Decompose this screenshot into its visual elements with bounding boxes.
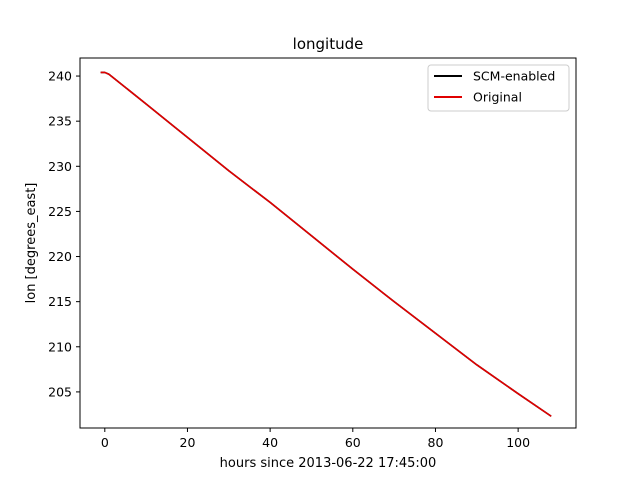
y-tick-label: 225: [48, 204, 72, 219]
chart-title: longitude: [293, 35, 364, 53]
x-axis-label: hours since 2013-06-22 17:45:00: [220, 456, 437, 471]
x-tick-label: 100: [506, 435, 530, 450]
x-tick-label: 60: [345, 435, 361, 450]
y-tick-label: 235: [48, 114, 72, 129]
y-tick-label: 210: [48, 339, 72, 354]
plot-frame: [79, 57, 577, 429]
x-tick-label: 20: [180, 435, 196, 450]
legend-box: [427, 64, 570, 112]
y-tick-label: 220: [48, 249, 72, 264]
x-tick-label: 80: [428, 435, 444, 450]
series-layer: [100, 71, 552, 417]
x-tick-label: 40: [262, 435, 278, 450]
series-line-original: [100, 71, 552, 417]
x-tick-label: 0: [101, 435, 109, 450]
y-tick-label: 230: [48, 159, 72, 174]
legend: SCM-enabled Original: [427, 64, 570, 112]
y-tick-label: 205: [48, 384, 72, 399]
legend-label-original: Original: [473, 90, 522, 105]
ticks-layer: 0 20 40 60 80 100 205 210 215 220 225 230 235 240: [48, 69, 530, 450]
legend-label-scm-enabled: SCM-enabled: [473, 69, 555, 84]
y-axis-label: lon [degrees_east]: [24, 183, 39, 304]
y-tick-label: 215: [48, 294, 72, 309]
y-tick-label: 240: [48, 69, 72, 84]
